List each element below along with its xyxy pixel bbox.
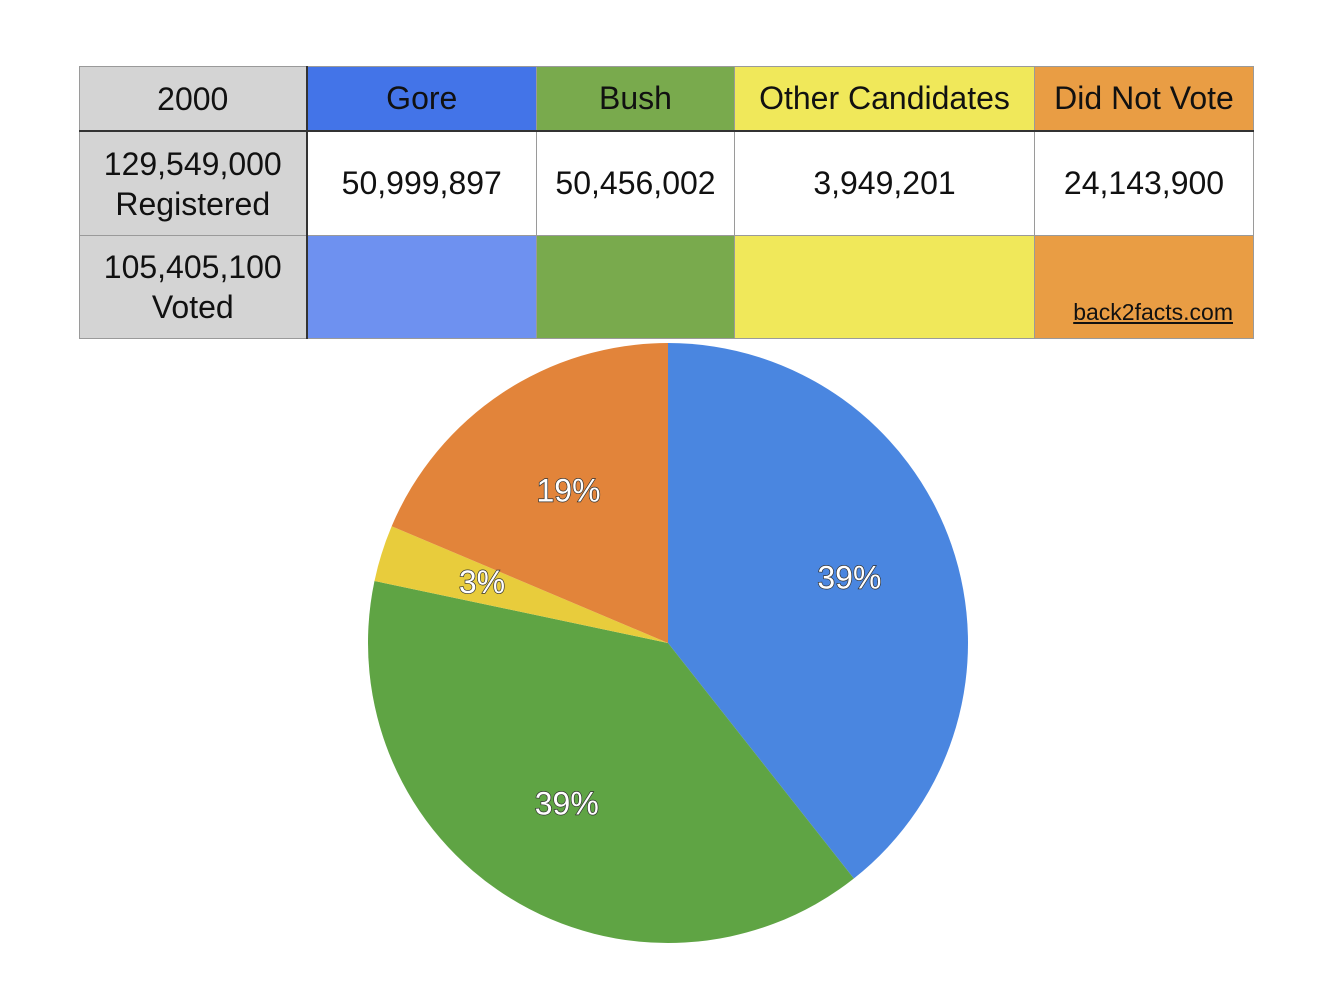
gore-swatch: [306, 235, 537, 339]
registered-text: Registered: [115, 185, 271, 222]
pie-label-other-candidates: 3%: [459, 564, 505, 600]
pie-slices: [368, 342, 968, 943]
pie-label-did-not-vote: 19%: [537, 472, 601, 508]
table-header-row: 2000 Gore Bush Other Candidates Did Not …: [79, 66, 1254, 132]
table-row-registered: 129,549,000 Registered 50,999,897 50,456…: [79, 130, 1254, 236]
voted-text: Voted: [151, 289, 234, 325]
table-row-voted: 105,405,100 Voted back2facts.com: [79, 235, 1254, 339]
other-votes: 3,949,201: [734, 130, 1035, 236]
pie-label-bush: 39%: [535, 786, 599, 822]
voted-label-cell: 105,405,100 Voted: [79, 235, 308, 339]
bush-swatch: [536, 235, 735, 339]
pie-slice-bush: [368, 580, 854, 943]
registered-label-cell: 129,549,000 Registered: [79, 130, 308, 236]
pie-slice-other-candidates: [374, 526, 668, 643]
header-other-candidates: Other Candidates: [734, 66, 1035, 132]
pie-slice-gore: [668, 342, 968, 879]
pie-labels: 39% 39% 3% 19%: [458, 472, 882, 823]
registered-count: 129,549,000: [103, 145, 282, 182]
bush-votes: 50,456,002: [536, 130, 735, 236]
other-swatch: [734, 235, 1035, 339]
header-gore: Gore: [306, 66, 537, 132]
year-cell: 2000: [79, 66, 308, 132]
header-bush: Bush: [536, 66, 735, 132]
vote-table: 2000 Gore Bush Other Candidates Did Not …: [79, 66, 1254, 339]
gore-votes: 50,999,897: [306, 130, 537, 236]
voted-count: 105,405,100: [103, 249, 282, 285]
did-not-vote-count: 24,143,900: [1034, 130, 1254, 236]
pie-slice-did-not-vote: [391, 343, 668, 643]
credit-link[interactable]: back2facts.com: [1073, 299, 1233, 325]
header-did-not-vote: Did Not Vote: [1034, 66, 1254, 132]
pie-label-gore: 39%: [817, 560, 881, 596]
did-not-vote-swatch: back2facts.com: [1034, 235, 1254, 339]
